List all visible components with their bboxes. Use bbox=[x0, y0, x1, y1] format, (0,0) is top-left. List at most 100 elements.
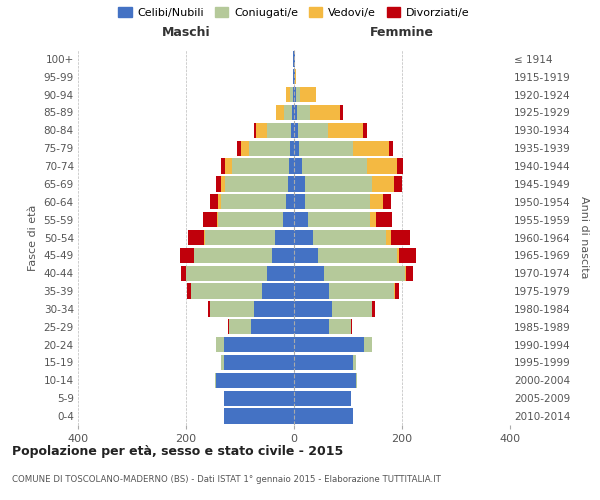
Y-axis label: Fasce di età: Fasce di età bbox=[28, 204, 38, 270]
Bar bbox=[296, 105, 310, 120]
Bar bbox=[372, 302, 375, 316]
Bar bbox=[376, 212, 392, 227]
Bar bbox=[187, 284, 191, 298]
Bar bbox=[370, 212, 376, 227]
Bar bbox=[254, 123, 256, 138]
Bar bbox=[294, 319, 329, 334]
Bar bbox=[294, 140, 299, 156]
Bar bbox=[400, 248, 415, 263]
Bar bbox=[313, 230, 386, 245]
Bar bbox=[302, 158, 367, 174]
Bar bbox=[211, 302, 254, 316]
Bar bbox=[204, 230, 205, 245]
Bar bbox=[305, 176, 372, 192]
Bar bbox=[286, 194, 294, 210]
Bar bbox=[404, 266, 406, 281]
Bar bbox=[249, 140, 290, 156]
Bar bbox=[356, 373, 357, 388]
Bar bbox=[294, 158, 302, 174]
Bar bbox=[276, 105, 284, 120]
Bar bbox=[224, 408, 294, 424]
Text: Maschi: Maschi bbox=[161, 26, 211, 40]
Bar bbox=[191, 284, 262, 298]
Bar bbox=[267, 123, 292, 138]
Bar bbox=[216, 337, 224, 352]
Legend: Celibi/Nubili, Coniugati/e, Vedovi/e, Divorziati/e: Celibi/Nubili, Coniugati/e, Vedovi/e, Di… bbox=[118, 8, 470, 18]
Bar bbox=[221, 355, 224, 370]
Bar bbox=[232, 158, 289, 174]
Bar bbox=[241, 140, 249, 156]
Bar bbox=[397, 158, 403, 174]
Bar bbox=[332, 302, 372, 316]
Bar bbox=[295, 69, 296, 84]
Bar bbox=[226, 158, 232, 174]
Bar bbox=[229, 319, 251, 334]
Bar bbox=[383, 194, 391, 210]
Bar bbox=[186, 266, 267, 281]
Bar bbox=[294, 302, 332, 316]
Bar bbox=[294, 87, 296, 102]
Bar bbox=[290, 87, 293, 102]
Bar bbox=[284, 105, 292, 120]
Bar bbox=[319, 248, 397, 263]
Bar bbox=[329, 319, 351, 334]
Text: COMUNE DI TOSCOLANO-MADERNO (BS) - Dati ISTAT 1° gennaio 2015 - Elaborazione TUT: COMUNE DI TOSCOLANO-MADERNO (BS) - Dati … bbox=[12, 475, 441, 484]
Bar bbox=[350, 319, 352, 334]
Bar bbox=[372, 176, 394, 192]
Text: Femmine: Femmine bbox=[370, 26, 434, 40]
Bar bbox=[290, 140, 294, 156]
Bar bbox=[294, 105, 296, 120]
Bar bbox=[294, 176, 305, 192]
Bar bbox=[226, 176, 287, 192]
Bar bbox=[305, 194, 370, 210]
Bar bbox=[363, 123, 367, 138]
Bar bbox=[294, 212, 308, 227]
Bar bbox=[299, 140, 353, 156]
Bar bbox=[272, 248, 294, 263]
Bar bbox=[367, 158, 397, 174]
Bar bbox=[254, 302, 294, 316]
Bar bbox=[224, 355, 294, 370]
Bar bbox=[310, 105, 340, 120]
Bar bbox=[298, 123, 328, 138]
Text: Popolazione per età, sesso e stato civile - 2015: Popolazione per età, sesso e stato civil… bbox=[12, 445, 343, 458]
Bar bbox=[294, 408, 353, 424]
Bar bbox=[267, 266, 294, 281]
Bar bbox=[340, 105, 343, 120]
Bar bbox=[296, 87, 300, 102]
Bar bbox=[224, 390, 294, 406]
Bar bbox=[210, 194, 218, 210]
Bar bbox=[394, 176, 402, 192]
Bar bbox=[289, 158, 294, 174]
Bar bbox=[286, 87, 290, 102]
Bar bbox=[218, 194, 221, 210]
Bar bbox=[294, 266, 324, 281]
Bar bbox=[406, 266, 413, 281]
Bar bbox=[208, 302, 211, 316]
Bar bbox=[294, 390, 350, 406]
Bar bbox=[294, 373, 356, 388]
Bar bbox=[294, 284, 329, 298]
Bar bbox=[221, 176, 226, 192]
Bar bbox=[217, 212, 218, 227]
Bar bbox=[262, 284, 294, 298]
Bar bbox=[218, 212, 283, 227]
Bar bbox=[294, 194, 305, 210]
Bar bbox=[205, 230, 275, 245]
Bar bbox=[237, 140, 241, 156]
Bar bbox=[292, 105, 294, 120]
Bar bbox=[364, 337, 372, 352]
Bar bbox=[324, 266, 404, 281]
Bar bbox=[300, 87, 316, 102]
Bar bbox=[216, 176, 221, 192]
Bar bbox=[203, 212, 217, 227]
Bar bbox=[256, 123, 267, 138]
Bar bbox=[294, 355, 353, 370]
Bar bbox=[395, 284, 400, 298]
Bar bbox=[181, 266, 186, 281]
Y-axis label: Anni di nascita: Anni di nascita bbox=[579, 196, 589, 279]
Bar bbox=[188, 230, 204, 245]
Bar bbox=[353, 355, 356, 370]
Bar bbox=[353, 140, 389, 156]
Bar bbox=[292, 123, 294, 138]
